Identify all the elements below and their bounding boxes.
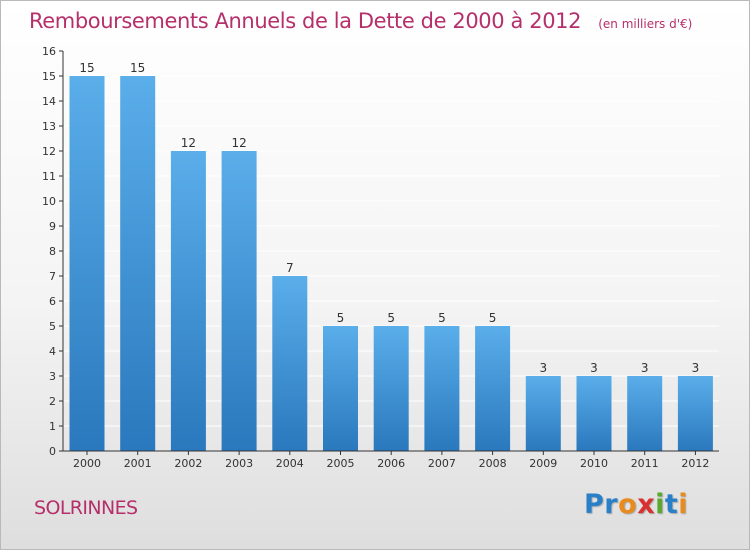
x-tick-label-2008: 2008 (479, 457, 507, 470)
logo-letter: t (664, 489, 679, 520)
y-tick-label: 16 (42, 45, 56, 58)
data-label-2000: 15 (79, 61, 94, 75)
x-tick-label-2010: 2010 (580, 457, 608, 470)
x-tick-label-2002: 2002 (174, 457, 202, 470)
data-label-2001: 15 (130, 61, 145, 75)
x-tick-label-2009: 2009 (529, 457, 557, 470)
bar-2010 (576, 376, 612, 451)
x-tick-label-2003: 2003 (225, 457, 253, 470)
bar-2007 (424, 326, 460, 451)
x-tick-label-2004: 2004 (276, 457, 304, 470)
bars (69, 76, 713, 451)
data-label-2006: 5 (387, 311, 395, 325)
y-tick-label: 6 (49, 295, 56, 308)
data-label-2003: 12 (231, 136, 246, 150)
y-tick-label: 10 (42, 195, 56, 208)
bar-2005 (323, 326, 358, 451)
x-tick-label-2000: 2000 (73, 457, 101, 470)
data-label-2004: 7 (286, 261, 294, 275)
data-label-2002: 12 (181, 136, 196, 150)
bar-2006 (373, 326, 409, 451)
y-tick-label: 1 (49, 420, 56, 433)
logo-letter: x (637, 489, 656, 520)
y-tick-label: 13 (42, 120, 56, 133)
labels: 0123456789101112131415161520001520011220… (42, 45, 709, 470)
data-label-2005: 5 (337, 311, 345, 325)
data-label-2007: 5 (438, 311, 446, 325)
x-tick-label-2007: 2007 (428, 457, 456, 470)
y-tick-label: 0 (49, 445, 56, 458)
bar-2008 (475, 326, 511, 451)
logo-letter: o (618, 489, 638, 520)
y-tick-label: 2 (49, 395, 56, 408)
logo-letter: r (604, 489, 619, 520)
y-tick-label: 4 (49, 345, 56, 358)
data-label-2008: 5 (489, 311, 497, 325)
y-tick-label: 8 (49, 245, 56, 258)
logo-letter: i (655, 489, 665, 520)
axes (59, 50, 719, 455)
x-tick-label-2001: 2001 (124, 457, 152, 470)
data-label-2012: 3 (692, 361, 700, 375)
y-tick-label: 11 (42, 170, 56, 183)
bar-2003 (221, 151, 257, 451)
y-tick-label: 9 (49, 220, 56, 233)
chart-unit-note: (en milliers d'€) (598, 17, 693, 31)
x-tick-label-2012: 2012 (681, 457, 709, 470)
bar-2012 (677, 376, 713, 451)
bar-2000 (69, 76, 105, 451)
bar-2004 (272, 276, 308, 451)
x-tick-label-2006: 2006 (377, 457, 405, 470)
data-label-2011: 3 (641, 361, 649, 375)
y-tick-label: 7 (49, 270, 56, 283)
y-tick-label: 14 (42, 95, 56, 108)
bar-2011 (627, 376, 663, 451)
logo-letter: i (678, 489, 689, 520)
title-row: Remboursements Annuels de la Dette de 20… (29, 9, 692, 33)
y-tick-label: 15 (42, 70, 56, 83)
y-tick-label: 12 (42, 145, 56, 158)
x-tick-label-2005: 2005 (327, 457, 355, 470)
logo-letter: P (584, 489, 605, 520)
data-label-2010: 3 (590, 361, 598, 375)
commune-name: SOLRINNES (34, 497, 138, 519)
y-tick-label: 3 (49, 370, 56, 383)
bar-2001 (120, 76, 156, 451)
proxiti-logo[interactable]: Proxiti (584, 489, 688, 520)
x-tick-label-2011: 2011 (631, 457, 659, 470)
bar-2002 (170, 151, 206, 451)
data-label-2009: 3 (539, 361, 547, 375)
y-tick-label: 5 (49, 320, 56, 333)
chart-title: Remboursements Annuels de la Dette de 20… (29, 9, 582, 33)
bar-2009 (525, 376, 561, 451)
